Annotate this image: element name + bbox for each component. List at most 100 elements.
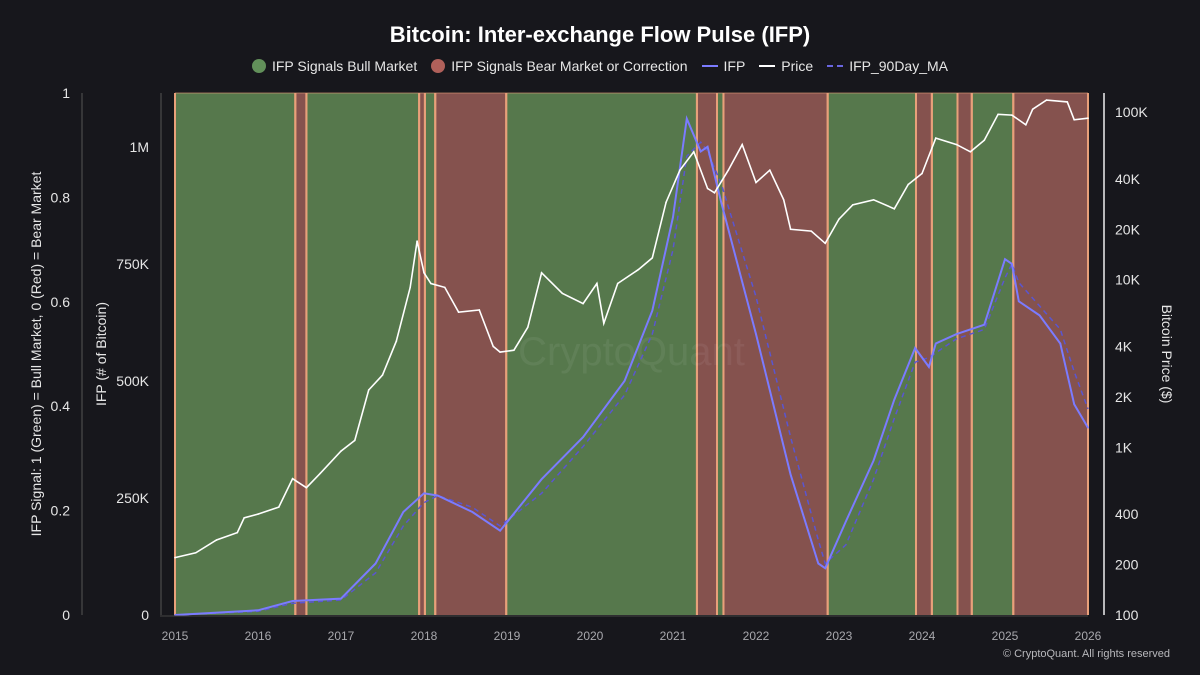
price-point [443,286,446,289]
ifp-point [928,366,930,368]
price-point [478,309,481,311]
ifp-point [1073,403,1075,406]
legend-label: Price [781,58,814,74]
price-point [637,268,640,271]
ifp-point [174,614,176,616]
price-tick-label: 2K [1115,389,1133,405]
price-point [997,113,999,116]
price-tick-label: 40K [1115,171,1141,187]
bull-band [931,93,958,615]
ifp-point [824,567,826,569]
price-tick-label: 100 [1115,607,1139,623]
chart-title: Bitcoin: Inter-exchange Flow Pulse (IFP) [389,22,811,47]
ifp-point [623,380,626,382]
price-point [291,477,294,480]
price-point [1031,108,1034,111]
signal-tick-label: 1 [62,85,70,101]
price-point [243,517,245,519]
price-point [423,271,425,274]
price-point [513,349,515,351]
x-tick-label: 2026 [1075,629,1102,643]
bear-band [295,93,307,615]
ifp-point [582,436,584,438]
price-point [561,292,564,295]
price-point [921,172,923,175]
price-point [367,389,370,391]
signal-tick-label: 0 [62,607,70,623]
line-icon [759,65,776,67]
price-point [457,311,460,314]
ifp-point [686,117,688,120]
legend-label: IFP Signals Bull Market [271,58,418,74]
price-point [596,282,598,285]
price-point [969,150,972,153]
price-point [1073,118,1075,121]
price-point [526,326,529,329]
legend-item-ma[interactable]: IFP_90Day_MA [827,58,948,74]
price-point [492,345,494,348]
ifp-point [471,511,474,513]
bull-band [175,93,296,615]
ifp-point [1059,342,1062,345]
legend-item-price[interactable]: Price [759,58,813,74]
legend-item-ifp[interactable]: IFP [701,58,745,74]
bull-band [506,93,697,615]
ifp-point [540,478,543,481]
price-point [983,139,986,141]
ifp-point [257,609,259,612]
signal-tick-label: 0.2 [51,503,71,519]
x-tick-label: 2020 [577,629,604,643]
ifp-point [706,146,709,148]
signal-tick-label: 0.6 [51,294,71,310]
ifp-point [872,459,875,462]
x-tick-label: 2015 [162,629,189,643]
price-point [381,374,384,376]
price-point [603,322,605,325]
price-point [741,143,743,146]
price-point [651,257,654,259]
price-point [499,351,501,353]
ifp-point [374,562,377,565]
price-point [872,198,875,201]
price-point [1045,99,1048,101]
price-point [616,282,619,285]
ifp-point [699,150,702,153]
price-point [277,506,280,508]
ifp-point [845,520,847,523]
watermark-logo: CryptoQuant [518,330,745,374]
ifp-point [914,347,916,349]
price-point [215,539,218,541]
price-point [782,198,785,201]
price-point [893,207,896,210]
ifp-tick-label: 0 [141,607,149,623]
price-point [692,150,695,153]
price-point [907,183,909,186]
x-tick-label: 2021 [660,629,687,643]
ifp-point [1038,314,1041,317]
x-tick-label: 2017 [328,629,355,643]
ifp-tick-label: 250K [116,490,149,506]
x-tick-label: 2025 [992,629,1019,643]
bull-band [717,93,724,615]
ifp-point [1087,426,1089,429]
legend-item-bear[interactable]: IFP Signals Bear Market or Correction [431,58,688,74]
price-point [727,169,730,172]
ifp-tick-label: 750K [116,256,149,272]
price-point [713,192,716,194]
bear-band [915,93,932,615]
legend-item-bull[interactable]: IFP Signals Bull Market [251,58,418,74]
bear-band [957,93,972,615]
price-point [955,143,958,146]
signal-axis-title: IFP Signal: 1 (Green) = Bull Market, 0 (… [28,172,44,537]
price-tick-label: 200 [1115,557,1139,573]
legend-label: IFP Signals Bear Market or Correction [451,58,688,74]
price-point [340,450,342,452]
bear-dot-icon [431,59,446,73]
ifp-ma-line [174,141,1089,616]
ifp-point [983,323,986,326]
x-tick-label: 2018 [411,629,438,643]
price-point [1066,101,1069,103]
ifp-point [1004,258,1006,260]
ifp-point [672,216,674,218]
